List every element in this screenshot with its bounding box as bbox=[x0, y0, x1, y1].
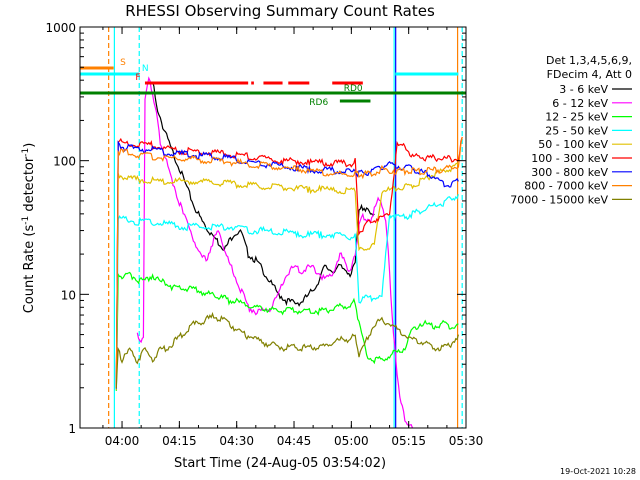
x-tick-label: 05:00 bbox=[334, 434, 369, 448]
y-label-exp-1: -1 bbox=[21, 216, 31, 225]
y-tick-label: 1000 bbox=[45, 21, 76, 35]
chart-title: RHESSI Observing Summary Count Rates bbox=[125, 2, 435, 20]
series-lines bbox=[115, 76, 463, 429]
series-line-50-100-kev bbox=[115, 162, 459, 390]
series-line-800-7000-kev bbox=[115, 136, 463, 388]
flag-label-n: N bbox=[142, 64, 149, 74]
x-tick-label: 04:00 bbox=[105, 434, 140, 448]
plot-frame bbox=[79, 26, 467, 429]
legend-label-12-25-kev: 12 - 25 keV bbox=[545, 111, 608, 124]
x-tick-label: 04:30 bbox=[219, 434, 254, 448]
x-axis: 04:00 04:15 04:30 04:45 05:00 05:15 05:30 bbox=[102, 27, 484, 448]
y-label-part-2: detector bbox=[22, 156, 37, 216]
y-label-part-1: Count Rate (s bbox=[22, 225, 37, 314]
flag-label-rd0: RD0 bbox=[344, 84, 363, 94]
y-tick-label: 10 bbox=[61, 288, 76, 302]
series-line-7000-15000-kev bbox=[115, 311, 459, 389]
y-tick-label: 100 bbox=[53, 155, 76, 169]
flag-label-rd6: RD6 bbox=[309, 98, 328, 108]
legend-label-50-100-kev: 50 - 100 keV bbox=[538, 138, 608, 151]
y-label-part-3: ) bbox=[22, 143, 37, 148]
legend-header-1: Det 1,3,4,5,6,9, bbox=[546, 54, 632, 67]
x-tick-label: 04:15 bbox=[162, 434, 197, 448]
legend-label-6-12-kev: 6 - 12 keV bbox=[552, 97, 608, 110]
series-line-6-12-kev bbox=[136, 76, 414, 429]
legend-label-800-7000-kev: 800 - 7000 keV bbox=[524, 180, 608, 193]
series-line-300-800-kev bbox=[115, 140, 459, 389]
x-tick-label: 05:30 bbox=[449, 434, 484, 448]
timestamp: 19-Oct-2021 10:28 bbox=[560, 467, 636, 476]
vertical-markers bbox=[108, 27, 463, 428]
legend: Det 1,3,4,5,6,9, FDecim 4, Att 0 3 - 6 k… bbox=[510, 54, 632, 206]
y-tick-label: 1 bbox=[68, 422, 76, 436]
legend-label-25-50-kev: 25 - 50 keV bbox=[545, 124, 608, 137]
x-tick-label: 05:15 bbox=[391, 434, 426, 448]
legend-label-100-300-kev: 100 - 300 keV bbox=[531, 152, 608, 165]
legend-header-2: FDecim 4, Att 0 bbox=[547, 68, 632, 81]
legend-label-3-6-kev: 3 - 6 keV bbox=[559, 83, 608, 96]
series-line-12-25-kev bbox=[115, 271, 459, 391]
x-tick-label: 04:45 bbox=[277, 434, 312, 448]
series-line-25-50-kev bbox=[115, 194, 459, 385]
y-axis-label: Count Rate (s-1 detector-1) bbox=[21, 143, 37, 314]
flag-label-f: F bbox=[135, 73, 140, 83]
series-line-100-300-kev bbox=[115, 136, 463, 386]
legend-label-7000-15000-kev: 7000 - 15000 keV bbox=[510, 193, 608, 206]
y-label-exp-2: -1 bbox=[21, 148, 31, 157]
legend-label-300-800-kev: 300 - 800 keV bbox=[531, 166, 608, 179]
series-line-3-6-kev bbox=[152, 81, 375, 307]
x-axis-label: Start Time (24-Aug-05 03:54:02) bbox=[174, 456, 386, 471]
flag-bars: S NF RD0 RD6 bbox=[80, 58, 466, 108]
y-axis: 1 10 100 1000 bbox=[45, 21, 466, 436]
flag-label-s: S bbox=[120, 58, 126, 68]
